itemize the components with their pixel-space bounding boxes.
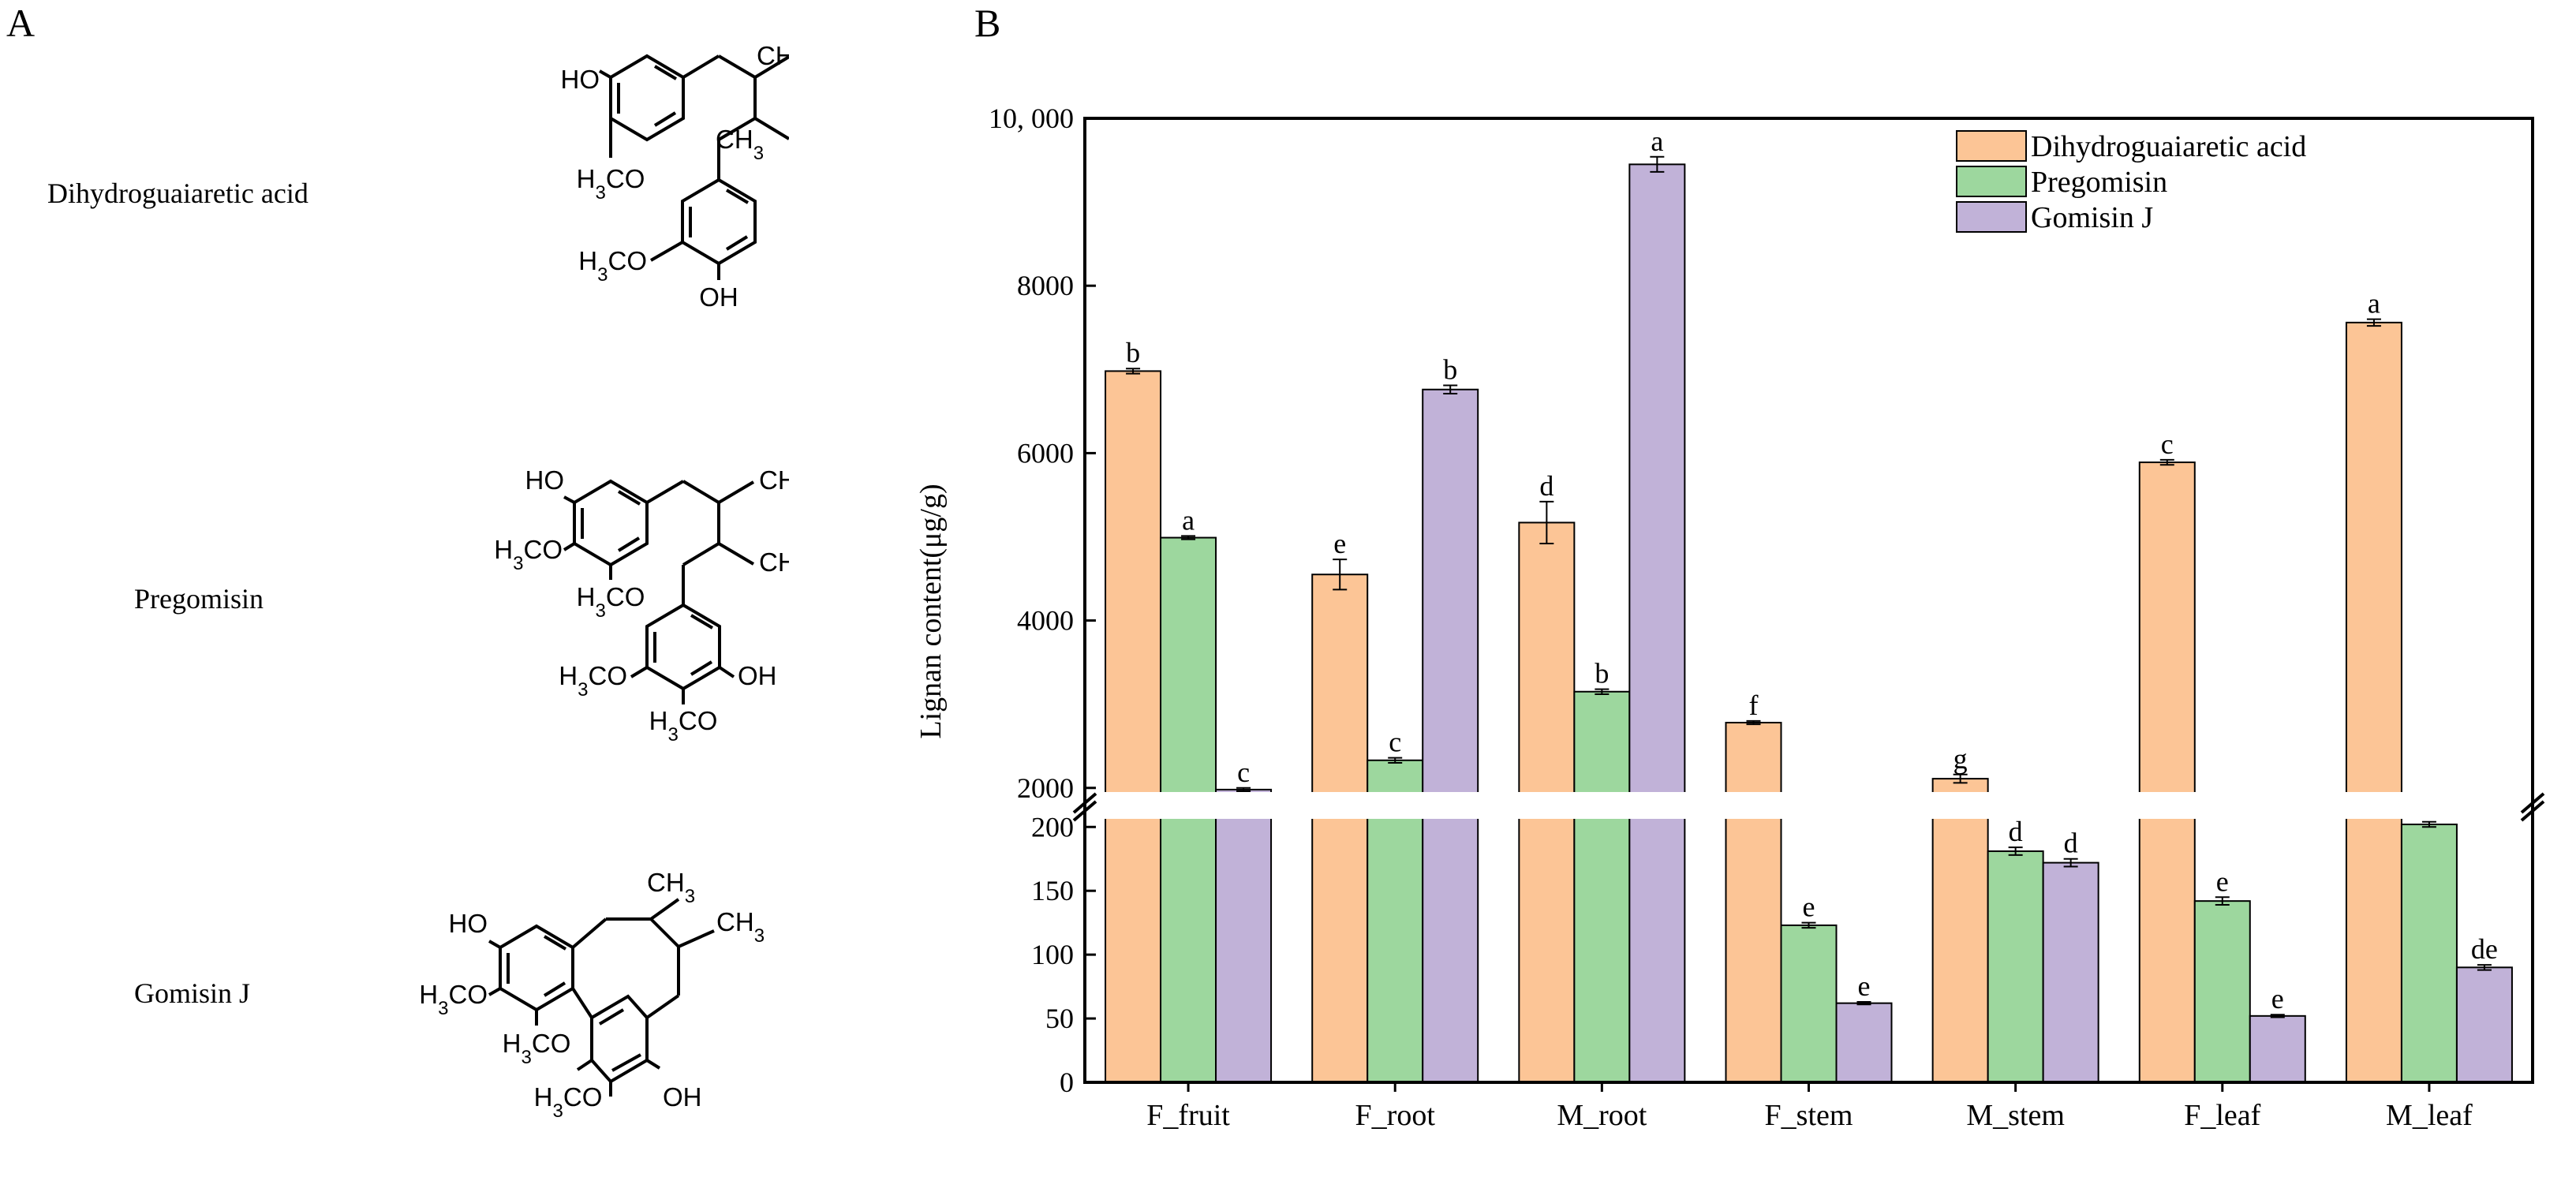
significance-letter: f — [1749, 689, 1759, 721]
chem-label: H3CO — [503, 1029, 571, 1068]
chem-label: H3CO — [559, 661, 627, 701]
legend: Dihydroguaiaretic acidPregomisinGomisin … — [1956, 130, 2306, 234]
y-tick-label: 10, 000 — [989, 103, 1074, 134]
gomisin-j-structure: CH3 CH3 HO H3CO H3CO H3CO OH — [419, 868, 765, 1122]
bar — [2193, 900, 2251, 1083]
significance-letter: b — [1443, 353, 1457, 385]
x-tick-label: F_root — [1355, 1099, 1436, 1132]
compound-name-dihydroguaiaretic-acid: Dihydroguaiaretic acid — [47, 177, 308, 209]
significance-letter: e — [1333, 528, 1346, 559]
significance-letter: e — [2271, 983, 2284, 1014]
significance-letter: g — [1953, 743, 1968, 775]
panel-a-label: A — [6, 1, 36, 45]
ticks-layer: 0 50 100 150 200 2000 4000 6000 8000 10, 000 F_fru… — [989, 103, 2473, 1132]
chem-label: CH3 — [716, 125, 764, 164]
chem-label: CH3 — [757, 41, 789, 80]
chem-label: CH3 — [716, 907, 765, 947]
significance-letter: a — [2368, 288, 2380, 319]
bar — [1987, 850, 2044, 1084]
chem-label: OH — [699, 282, 738, 312]
y-tick-label: 4000 — [1017, 605, 1074, 637]
chem-label: OH — [663, 1082, 702, 1112]
chem-label: CH3 — [759, 465, 789, 505]
bar — [1780, 924, 1838, 1083]
bar — [1628, 163, 1686, 1084]
chem-label: CH3 — [647, 868, 695, 907]
significance-letter: c — [1237, 757, 1250, 788]
legend-label: Gomisin J — [2031, 201, 2153, 234]
bar — [1311, 574, 1369, 1083]
bars-layer: bedfgcaacbededcbaedede — [1105, 125, 2513, 1084]
chem-label: H3CO — [494, 535, 563, 574]
y-tick-label: 0 — [1060, 1067, 1074, 1098]
significance-letter: c — [1389, 727, 1401, 758]
y-tick-label: 8000 — [1017, 270, 1074, 301]
x-tick-label: M_root — [1557, 1099, 1647, 1132]
legend-label: Dihydroguaiaretic acid — [2031, 130, 2306, 163]
significance-letter: c — [2161, 428, 2174, 460]
y-tick-label: 100 — [1031, 939, 1074, 970]
bar — [2249, 1014, 2306, 1083]
chem-label: H3CO — [578, 246, 647, 286]
chem-label: H3CO — [577, 164, 645, 204]
bar — [2345, 321, 2402, 1083]
bar — [1422, 388, 1479, 1083]
y-tick-label: 200 — [1031, 811, 1074, 843]
legend-swatch — [1956, 201, 2027, 233]
chem-label: H3CO — [577, 582, 645, 622]
y-tick-label: 50 — [1045, 1003, 1074, 1034]
bar — [1725, 722, 1782, 1084]
bar — [1573, 690, 1631, 1084]
x-tick-label: F_leaf — [2184, 1099, 2260, 1132]
bar — [2455, 966, 2513, 1083]
y-tick-label: 6000 — [1017, 437, 1074, 469]
legend-swatch — [1956, 130, 2027, 162]
break-gap — [1083, 792, 2534, 819]
legend-label: Pregomisin — [2031, 166, 2167, 199]
chem-label: OH — [738, 661, 777, 690]
chem-label: H3CO — [419, 980, 488, 1019]
significance-letter: d — [2064, 828, 2078, 859]
significance-letter: e — [1803, 891, 1815, 923]
significance-letter: b — [1126, 337, 1140, 368]
compound-name-pregomisin: Pregomisin — [134, 583, 264, 615]
x-tick-label: M_leaf — [2386, 1099, 2473, 1132]
bar — [1215, 788, 1273, 1084]
chem-label: HO — [448, 909, 488, 938]
bar — [2042, 861, 2099, 1083]
y-tick-label: 150 — [1031, 875, 1074, 906]
legend-swatch — [1956, 166, 2027, 197]
significance-letter: a — [1182, 504, 1195, 536]
x-tick-label: F_stem — [1765, 1099, 1853, 1132]
chem-label: H3CO — [534, 1082, 603, 1122]
x-tick-label: M_stem — [1966, 1099, 2065, 1132]
significance-letter: d — [1539, 470, 1553, 502]
significance-letter: b — [1595, 658, 1609, 689]
significance-letter: e — [2216, 865, 2229, 897]
bar — [1835, 1002, 1893, 1083]
significance-letter: e — [1858, 970, 1871, 1002]
bar — [1931, 778, 1989, 1083]
bar — [2400, 824, 2458, 1083]
bar — [2138, 461, 2196, 1083]
significance-letter: d — [2009, 816, 2023, 847]
axis-break — [1072, 792, 2545, 822]
x-tick-label: F_fruit — [1146, 1099, 1230, 1132]
dihydroguaiaretic-acid-structure: CH3 CH3 HO H3CO H3CO OH — [560, 41, 789, 312]
y-axis-label: Lignan content(μg/g) — [914, 484, 948, 738]
chem-label: HO — [525, 465, 564, 495]
compound-name-gomisin-j: Gomisin J — [134, 977, 251, 1009]
chem-label: HO — [560, 65, 600, 94]
panel-b-label: B — [974, 1, 1001, 45]
chem-label: CH3 — [759, 547, 789, 587]
chem-label: H3CO — [649, 706, 718, 745]
y-tick-label: 2000 — [1017, 772, 1074, 804]
pregomisin-structure: HO CH3 CH3 H3CO H3CO H3CO OH H3CO — [494, 465, 789, 745]
bar — [1105, 370, 1162, 1084]
significance-letter: de — [2471, 933, 2498, 965]
significance-letter: a — [1651, 125, 1663, 157]
